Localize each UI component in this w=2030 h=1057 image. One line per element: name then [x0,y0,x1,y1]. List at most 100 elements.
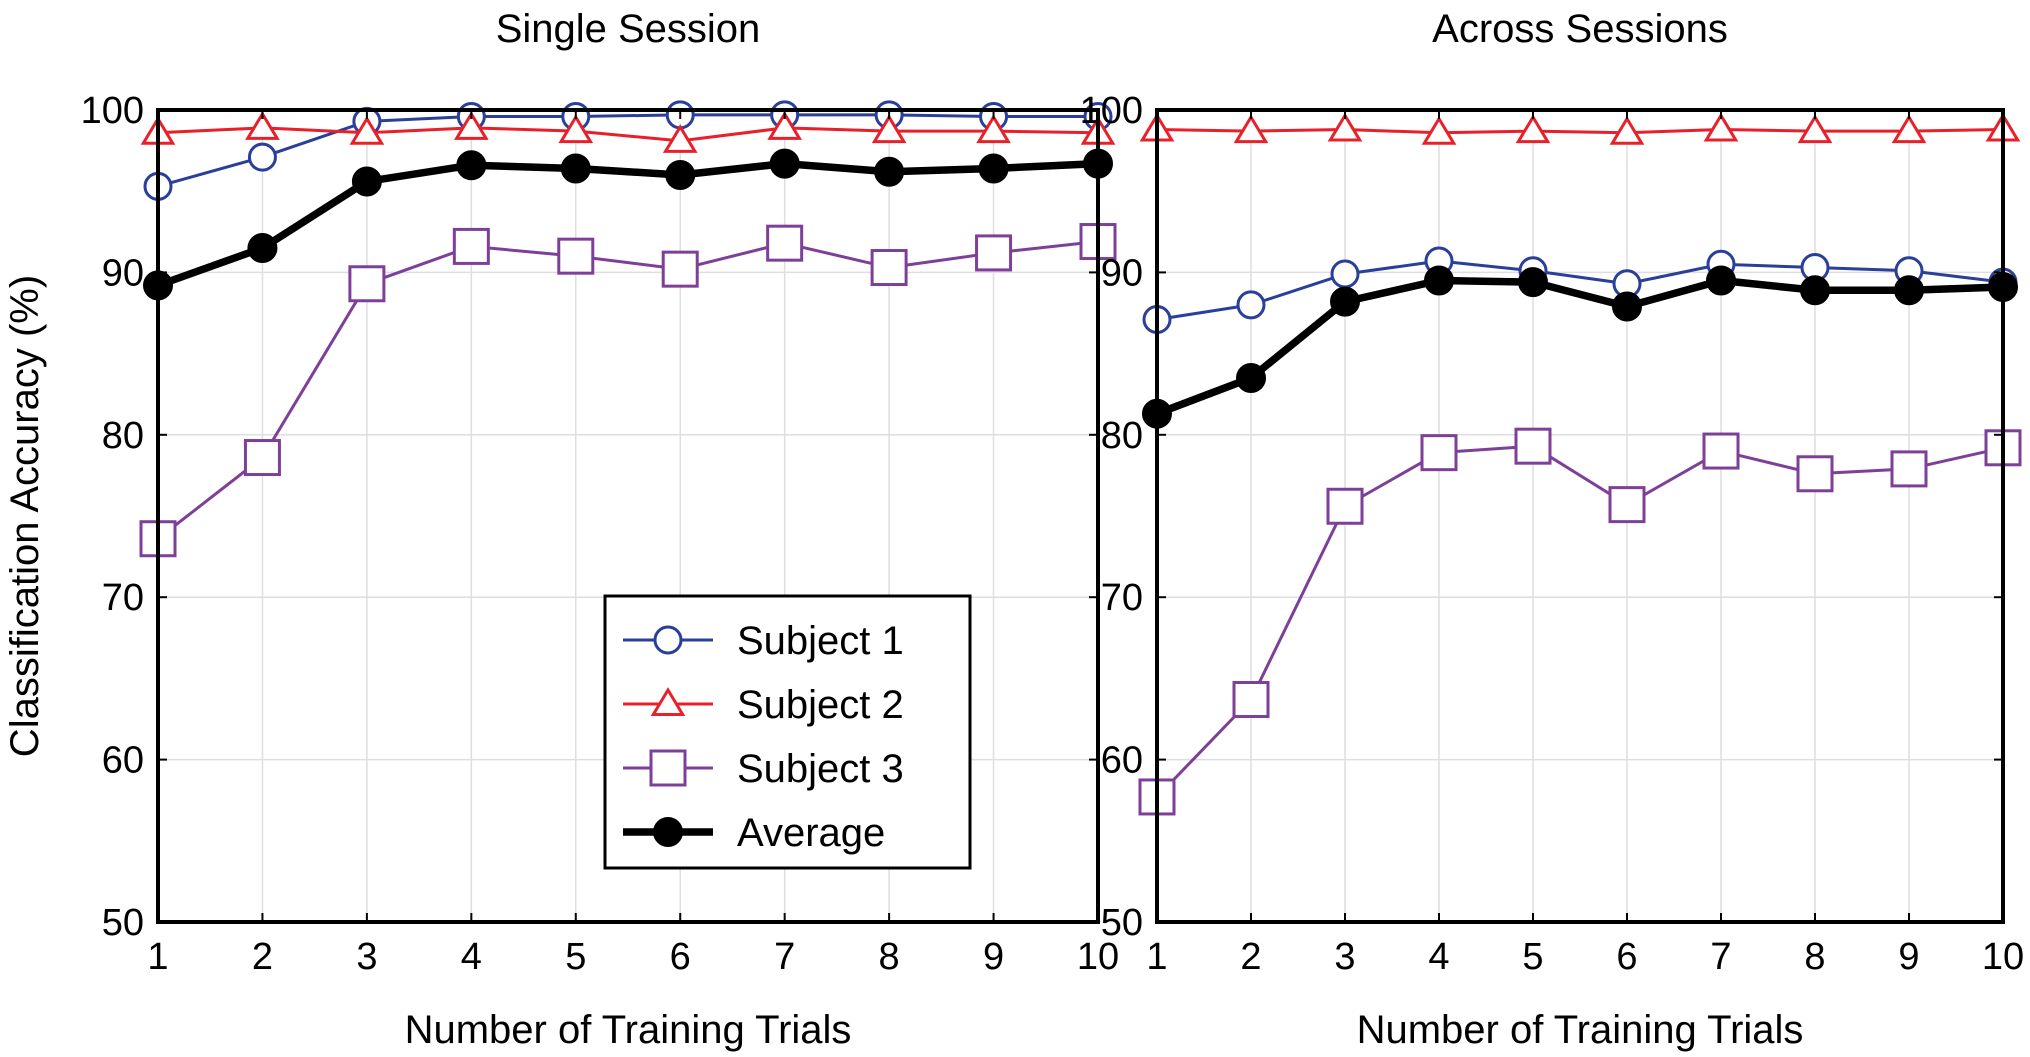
x-tick-label: 1 [147,936,168,978]
data-point [1236,290,1266,320]
x-tick-label: 9 [1898,936,1919,978]
x-tick-label: 10 [1077,936,1119,978]
legend-swatch-marker [653,817,683,847]
y-tick-label: 100 [1080,90,1143,132]
axes-frame [156,108,1100,924]
data-point [243,439,281,477]
x-tick-label: 1 [1146,936,1167,978]
x-axis-label: Number of Training Trials [1357,1008,1804,1052]
series-line [157,113,1098,188]
series-subject-3 [1138,427,2022,816]
chart-title: Across Sessions [1432,7,1728,51]
data-point [1797,114,1833,144]
y-tick-label: 90 [102,252,144,294]
x-tick-label: 4 [461,936,482,978]
data-point [769,148,800,179]
data-point [767,110,803,140]
data-point [453,110,489,140]
series-subject-1 [143,100,1113,201]
data-point [1796,455,1834,493]
x-tick-label: 4 [1428,936,1449,978]
x-tick-label: 2 [252,936,273,978]
data-point [1518,267,1548,298]
y-tick-label: 80 [102,415,144,457]
data-point [874,156,905,187]
data-point [1608,486,1646,524]
data-point [1330,259,1360,289]
x-tick-label: 6 [670,936,691,978]
legend-label: Average [737,811,885,855]
y-tick-label: 90 [1101,252,1143,294]
series-line [157,240,1099,540]
series-average [143,148,1113,301]
data-point [662,123,698,153]
data-point [871,114,907,144]
legend-label: Subject 3 [737,747,904,791]
legend-swatch-marker [653,625,683,655]
data-point [1233,114,1269,144]
data-point [560,153,591,184]
data-point [1424,265,1454,296]
x-tick-label: 10 [1982,936,2024,978]
legend-label: Subject 1 [737,619,904,663]
series-line [1156,259,2004,321]
legend-label: Subject 2 [737,683,904,727]
data-point [1612,291,1642,322]
series-line [157,126,1099,143]
x-tick-label: 6 [1616,936,1637,978]
data-point [870,249,908,287]
series-line [1155,276,2004,418]
x-tick-label: 7 [1710,936,1731,978]
x-tick-label: 8 [1804,936,1825,978]
data-point [1421,115,1457,145]
y-tick-label: 70 [1101,577,1143,619]
data-point [1800,275,1830,306]
axes-frame [1155,108,2005,924]
series-subject-2 [1139,112,2021,145]
data-point [661,250,699,288]
x-tick-label: 5 [565,936,586,978]
data-point [1702,432,1740,470]
legend: Subject 1 Subject 2 Subject 3 Average [603,594,972,870]
chart-panel-1: 1 2 3 4 5 6 7 8 9 10 50 60 70 80 90 100 Single Session Nu… [3,7,1119,1052]
data-point [766,224,804,262]
y-tick-label: 70 [102,577,144,619]
data-point [976,114,1011,144]
data-point [456,150,487,181]
series-average [1142,265,2018,429]
x-axis-label: Number of Training Trials [405,1008,852,1052]
chart-title: Single Session [496,7,761,51]
data-point [1420,434,1458,472]
data-point [1236,362,1266,393]
data-point [349,115,385,145]
data-point [351,166,382,197]
data-point [1514,427,1552,465]
y-axis-label: Classification Accuracy (%) [3,275,47,757]
legend-entry: Subject 2 [623,683,904,727]
x-tick-label: 7 [774,936,795,978]
legend-entry: Average [623,811,885,855]
data-point [978,153,1009,184]
legend-entry: Subject 1 [623,619,904,663]
y-tick-label: 80 [1101,415,1143,457]
x-tick-label: 3 [356,936,377,978]
data-point [1232,681,1270,719]
data-point [1515,114,1551,144]
x-tick-label: 9 [983,936,1004,978]
y-tick-label: 100 [81,90,144,132]
grid-lines [1156,109,2004,923]
data-point [1890,450,1928,488]
series-line [1155,444,2004,798]
data-point [665,159,696,190]
data-point [558,114,594,144]
series-line [1156,127,2004,135]
data-point [452,227,490,265]
series-line [156,159,1099,289]
series-subject-2 [140,110,1116,153]
data-point [245,110,280,140]
data-point [1327,112,1363,142]
data-point [1706,265,1736,296]
data-point [557,237,595,275]
